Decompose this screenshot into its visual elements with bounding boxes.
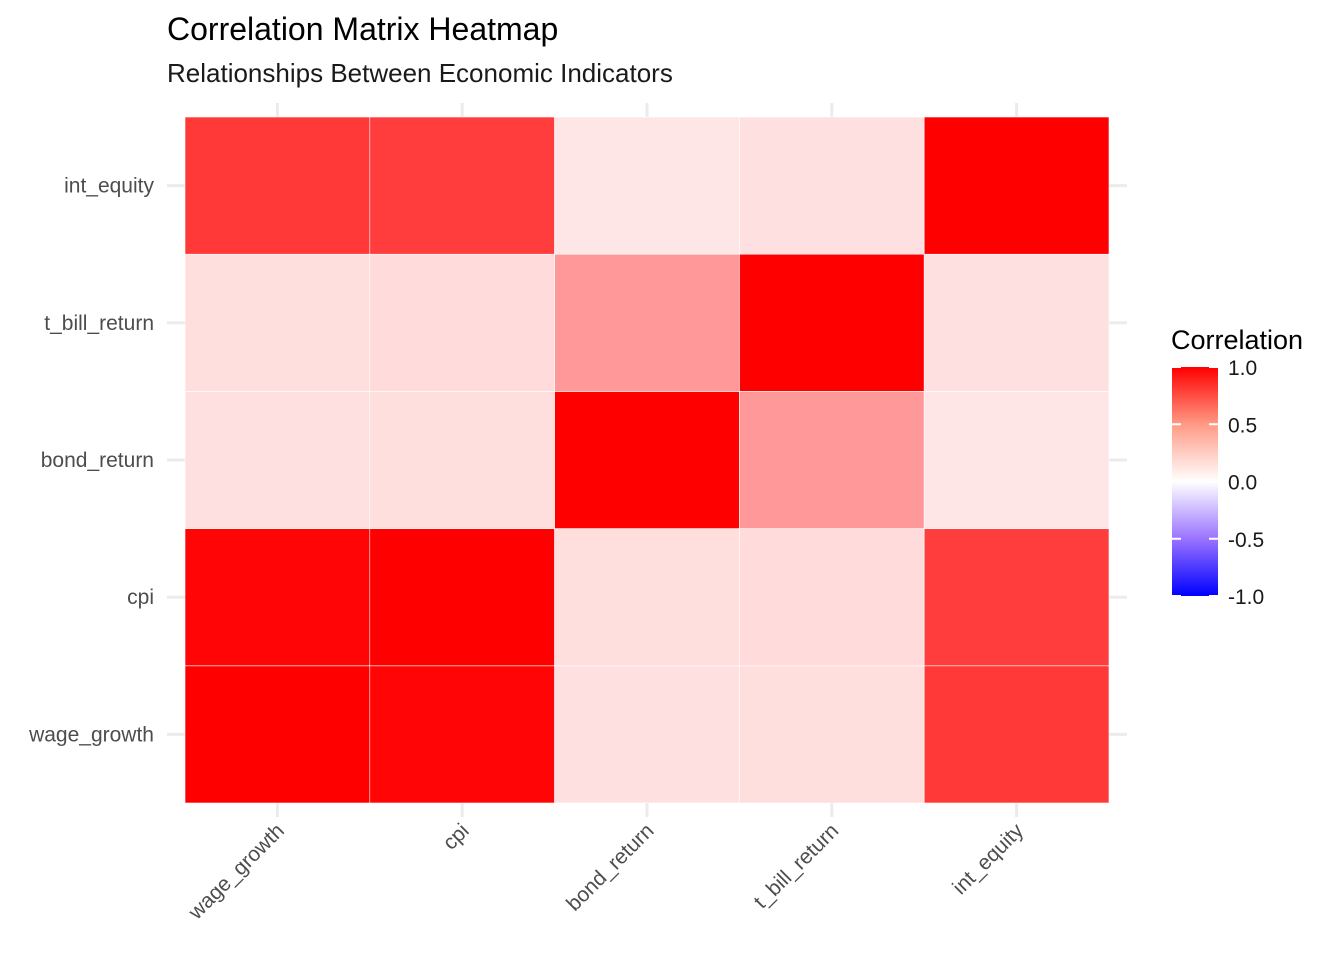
legend-label: -0.5: [1228, 529, 1264, 552]
legend-title: Correlation: [1171, 325, 1303, 355]
legend-label: 0.0: [1228, 472, 1257, 495]
x-tick-label-int_equity: int_equity: [948, 819, 1028, 899]
heatmap-cell-t_bill_return-int_equity: [739, 116, 925, 255]
heatmap-cell-int_equity-bond_return: [923, 391, 1110, 529]
y-axis-labels: wage_growth cpi bond_return t_bill_return in…: [28, 175, 154, 747]
heatmap-cell-t_bill_return-t_bill_return: [739, 253, 925, 392]
y-tick-label-bond_return: bond_return: [41, 449, 154, 472]
heatmap-cell-t_bill_return-cpi: [739, 528, 925, 667]
heatmap-cell-cpi-bond_return: [369, 391, 555, 529]
heatmap-cell-wage_growth-bond_return: [184, 391, 371, 529]
legend-label: -1.0: [1228, 586, 1264, 609]
heatmap-cell-t_bill_return-bond_return: [739, 391, 925, 529]
heatmap-cell-int_equity-cpi: [923, 528, 1110, 667]
y-tick-label-wage_growth: wage_growth: [28, 723, 154, 746]
heatmap-cell-t_bill_return-wage_growth: [739, 665, 925, 804]
heatmap-cell-bond_return-bond_return: [554, 391, 740, 529]
x-tick-label-cpi: cpi: [438, 819, 473, 854]
heatmap-cell-cpi-int_equity: [369, 116, 555, 255]
heatmap-cell-bond_return-t_bill_return: [554, 253, 740, 392]
heatmap-cell-int_equity-int_equity: [923, 116, 1110, 255]
heatmap-cell-bond_return-cpi: [554, 528, 740, 667]
legend: Correlation 1.0 0.5 0.0 -0.5 -1.0: [1171, 325, 1303, 609]
chart-subtitle: Relationships Between Economic Indicator…: [167, 58, 673, 88]
chart-title: Correlation Matrix Heatmap: [167, 11, 558, 47]
heatmap-cell-int_equity-wage_growth: [923, 665, 1110, 804]
heatmap-cell-bond_return-int_equity: [554, 116, 740, 255]
y-tick-label-cpi: cpi: [127, 586, 154, 609]
heatmap-cell-cpi-cpi: [369, 528, 555, 667]
heatmap-cell-cpi-t_bill_return: [369, 253, 555, 392]
heatmap-cell-wage_growth-t_bill_return: [184, 253, 371, 392]
heatmap-cell-wage_growth-wage_growth: [184, 665, 371, 804]
y-tick-label-int_equity: int_equity: [64, 175, 154, 198]
x-tick-label-bond_return: bond_return: [562, 819, 658, 915]
y-tick-label-t_bill_return: t_bill_return: [44, 312, 154, 335]
x-tick-label-wage_growth: wage_growth: [184, 819, 289, 924]
x-tick-label-t_bill_return: t_bill_return: [749, 819, 843, 913]
heatmap-cell-cpi-wage_growth: [369, 665, 555, 804]
heatmap-cell-wage_growth-int_equity: [184, 116, 371, 255]
legend-label: 0.5: [1228, 414, 1257, 437]
heatmap-tiles: [184, 116, 1110, 804]
heatmap-cell-bond_return-wage_growth: [554, 665, 740, 804]
legend-ticks: 1.0 0.5 0.0 -0.5 -1.0: [1172, 357, 1264, 609]
legend-label: 1.0: [1228, 357, 1257, 380]
heatmap-cell-wage_growth-cpi: [184, 528, 371, 667]
heatmap-cell-int_equity-t_bill_return: [923, 253, 1110, 392]
x-axis-labels: wage_growth cpi bond_return t_bill_return in…: [184, 819, 1029, 925]
